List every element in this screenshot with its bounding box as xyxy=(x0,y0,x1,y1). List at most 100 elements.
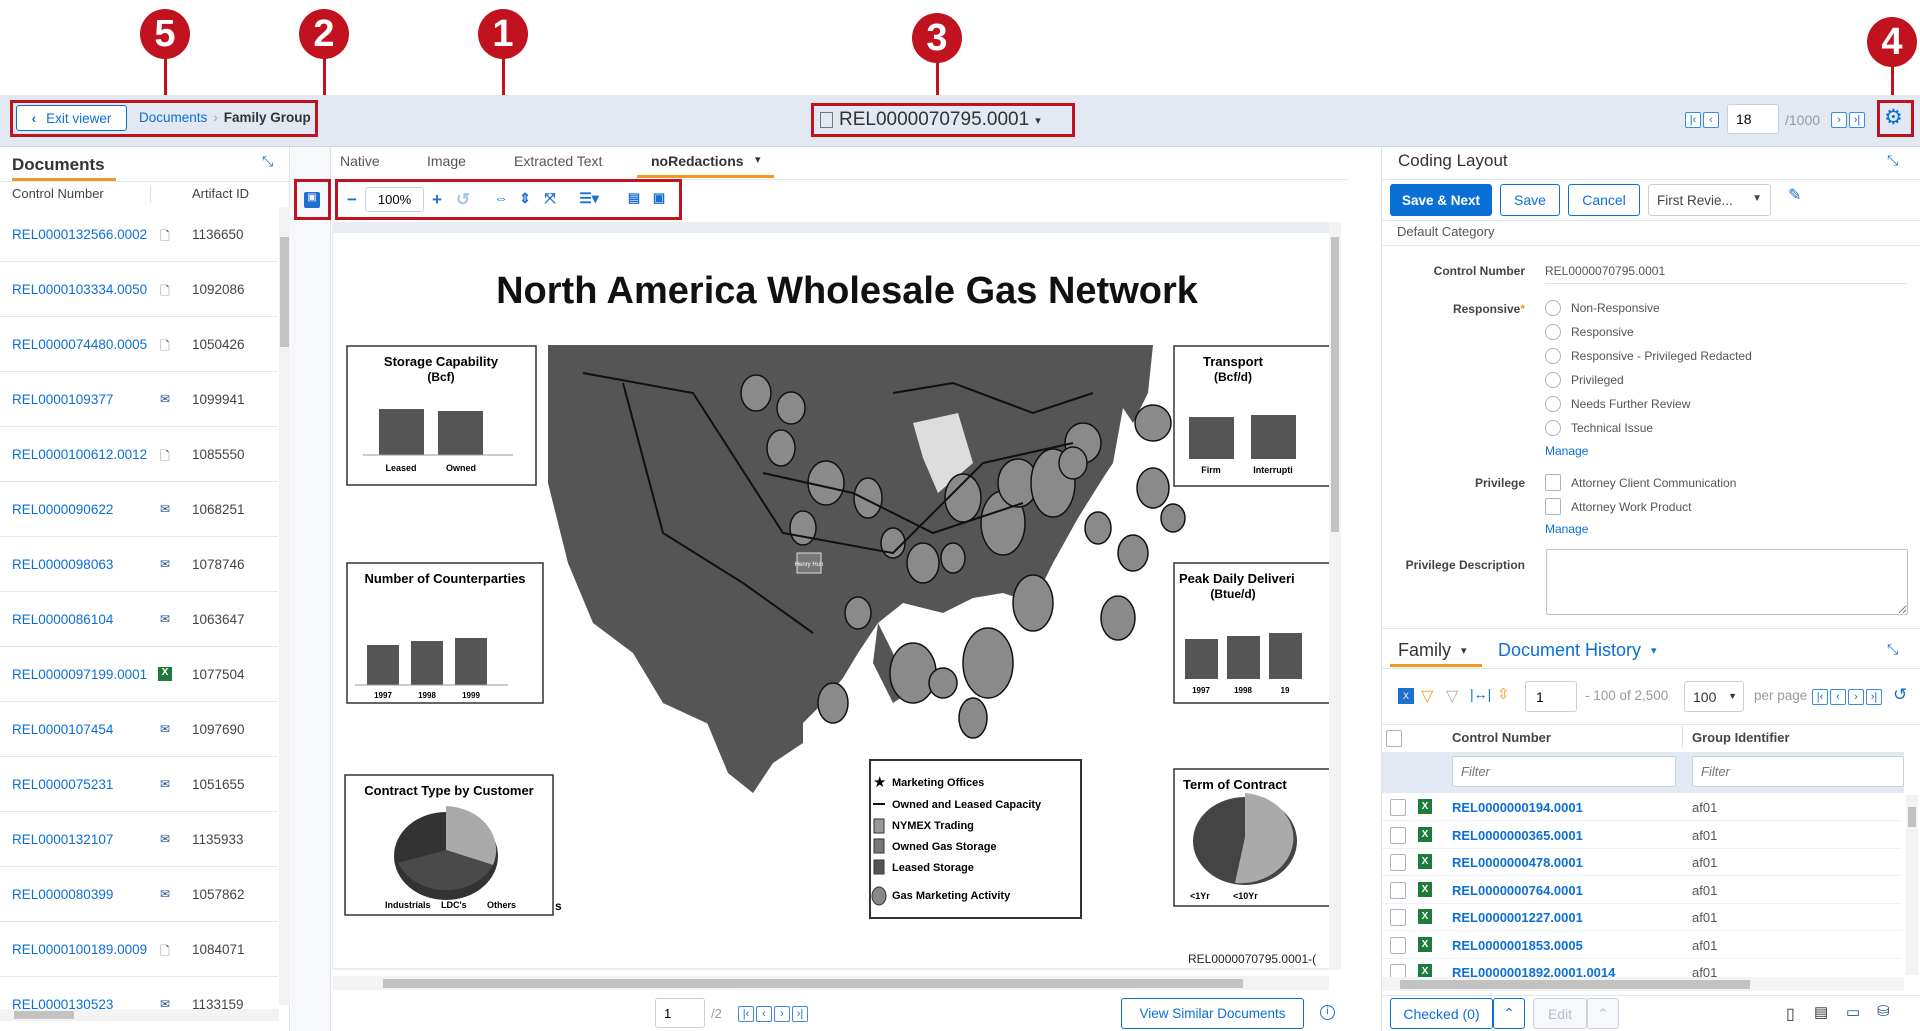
chevron-down-icon[interactable]: ▾ xyxy=(755,154,761,166)
checked-button[interactable]: Checked (0) xyxy=(1390,998,1493,1029)
family-row[interactable]: X REL0000000194.0001 af01 xyxy=(1382,794,1902,821)
family-prev-page[interactable]: ‹ xyxy=(1830,689,1846,705)
export-excel-icon[interactable]: X xyxy=(1398,688,1414,704)
row-checkbox[interactable] xyxy=(1390,826,1406,844)
zoom-input[interactable] xyxy=(365,187,424,212)
collapse-icon[interactable]: ⤡ xyxy=(1887,152,1899,168)
radio-button[interactable] xyxy=(1545,372,1561,388)
edit-menu-toggle[interactable]: ⌃ xyxy=(1587,998,1619,1029)
next-document-button[interactable]: › xyxy=(1831,112,1847,128)
document-vertical-scrollbar[interactable] xyxy=(1329,222,1341,970)
family-control-number[interactable]: REL0000001853.0005 xyxy=(1452,937,1583,953)
attachment-icon[interactable]: ▯ xyxy=(1786,1006,1795,1023)
page-number-input[interactable] xyxy=(655,998,705,1028)
collapse-icon[interactable]: ⤡ xyxy=(1887,641,1899,657)
document-row[interactable]: REL0000130523 ✉ 1133159 xyxy=(0,977,278,1022)
document-control-number[interactable]: REL0000098063 xyxy=(12,556,114,572)
document-control-number[interactable]: REL0000132566.0002 xyxy=(12,226,148,242)
rotate-icon[interactable]: ↺ xyxy=(455,190,471,209)
checkbox[interactable] xyxy=(1545,498,1561,515)
document-row[interactable]: REL0000109377 ✉ 1099941 xyxy=(0,372,278,427)
zoom-out-icon[interactable]: − xyxy=(347,190,357,209)
info-icon[interactable]: i xyxy=(1320,1005,1335,1020)
row-checkbox[interactable] xyxy=(1390,936,1406,954)
fit-height-icon[interactable]: ⇕ xyxy=(519,190,531,206)
document-control-number[interactable]: REL0000075231 xyxy=(12,776,114,792)
document-control-number[interactable]: REL0000090622 xyxy=(12,501,114,517)
edit-button[interactable]: Edit xyxy=(1533,998,1587,1029)
edit-pencil-icon[interactable]: ✎ xyxy=(1788,187,1802,204)
document-control-number[interactable]: REL0000103334.0050 xyxy=(12,281,148,297)
family-control-number[interactable]: REL0000001227.0001 xyxy=(1452,910,1583,925)
family-vertical-scrollbar[interactable] xyxy=(1906,795,1918,975)
document-row[interactable]: REL0000100612.0012 🗋 1085550 xyxy=(0,427,278,482)
document-row[interactable]: REL0000103334.0050 🗋 1092086 xyxy=(0,262,278,317)
tab-document-history[interactable]: Document History ▾ xyxy=(1498,640,1657,660)
column-header-control-number[interactable]: Control Number xyxy=(1452,730,1551,745)
responsive-option[interactable]: Needs Further Review xyxy=(1545,396,1690,412)
column-header-control-number[interactable]: Control Number xyxy=(12,186,104,201)
family-last-page[interactable]: ›| xyxy=(1866,689,1882,705)
responsive-option[interactable]: Responsive - Privileged Redacted xyxy=(1545,348,1752,364)
radio-button[interactable] xyxy=(1545,348,1561,364)
family-control-number[interactable]: REL0000000478.0001 xyxy=(1452,855,1583,870)
row-checkbox[interactable] xyxy=(1390,799,1406,816)
row-checkbox[interactable] xyxy=(1390,854,1406,871)
document-control-number[interactable]: REL0000074480.0005 xyxy=(12,336,148,352)
document-horizontal-scrollbar[interactable] xyxy=(333,976,1329,990)
settings-gear-icon[interactable]: ⚙ xyxy=(1884,106,1903,129)
group-identifier-filter[interactable] xyxy=(1692,756,1904,787)
radio-button[interactable] xyxy=(1545,324,1561,340)
cancel-button[interactable]: Cancel xyxy=(1568,184,1640,216)
family-control-number[interactable]: REL0000000365.0001 xyxy=(1452,827,1583,843)
view-similar-documents-button[interactable]: View Similar Documents xyxy=(1121,998,1304,1029)
layout-select[interactable]: First Revie... ▼ xyxy=(1648,184,1771,216)
previous-document-button[interactable]: ‹ xyxy=(1703,112,1719,128)
radio-button[interactable] xyxy=(1545,420,1561,436)
document-control-number[interactable]: REL0000130523 xyxy=(12,996,114,1012)
copy-document-icon[interactable]: ▤ xyxy=(1814,1004,1829,1021)
document-control-number[interactable]: REL0000100612.0012 xyxy=(12,446,148,462)
checked-menu-toggle[interactable]: ⌃ xyxy=(1493,998,1525,1029)
family-control-number[interactable]: REL0000001892.0001.0014 xyxy=(1452,965,1616,980)
fullscreen-icon[interactable]: ⤧ xyxy=(544,190,556,206)
row-height-icon[interactable]: ⇳ xyxy=(1497,686,1510,703)
last-page-button[interactable]: ›| xyxy=(792,1006,808,1022)
document-row[interactable]: REL0000097199.0001 X 1077504 xyxy=(0,647,278,702)
family-row[interactable]: X REL0000001853.0005 af01 xyxy=(1382,932,1902,959)
filter-icon[interactable]: ▽ xyxy=(1421,688,1434,705)
first-document-button[interactable]: |‹ xyxy=(1685,112,1701,128)
responsive-option[interactable]: Technical Issue xyxy=(1545,420,1653,436)
tab-native[interactable]: Native xyxy=(340,153,380,169)
document-row[interactable]: REL0000098063 ✉ 1078746 xyxy=(0,537,278,592)
privilege-manage-link[interactable]: Manage xyxy=(1545,522,1589,536)
column-header-group-identifier[interactable]: Group Identifier xyxy=(1692,730,1790,745)
family-horizontal-scrollbar[interactable] xyxy=(1382,977,1904,991)
image-export-icon[interactable]: ▤ xyxy=(627,190,641,205)
select-all-checkbox[interactable] xyxy=(1386,730,1402,747)
responsive-option[interactable]: Privileged xyxy=(1545,372,1624,388)
document-control-number[interactable]: REL0000086104 xyxy=(12,611,114,627)
privilege-description-textarea[interactable] xyxy=(1546,549,1908,615)
radio-button[interactable] xyxy=(1545,300,1561,316)
save-button[interactable]: Save xyxy=(1500,184,1560,216)
responsive-manage-link[interactable]: Manage xyxy=(1545,444,1589,458)
next-page-button[interactable]: › xyxy=(774,1006,790,1022)
document-row[interactable]: REL0000090622 ✉ 1068251 xyxy=(0,482,278,537)
clear-filter-icon[interactable]: ▽ xyxy=(1446,688,1459,705)
document-control-number[interactable]: REL0000107454 xyxy=(12,721,114,737)
document-title-dropdown[interactable]: REL0000070795.0001 ▾ xyxy=(820,107,1041,133)
exit-viewer-button[interactable]: ‹ Exit viewer xyxy=(16,105,127,131)
bucket-icon[interactable]: ⛁ xyxy=(1877,1003,1890,1020)
family-row[interactable]: X REL0000000365.0001 af01 xyxy=(1382,822,1902,849)
document-control-number[interactable]: REL0000109377 xyxy=(12,391,114,407)
responsive-option[interactable]: Non-Responsive xyxy=(1545,300,1660,316)
document-row[interactable]: REL0000132107 ✉ 1135933 xyxy=(0,812,278,867)
family-page-input[interactable] xyxy=(1525,681,1577,712)
fit-columns-icon[interactable]: |↔| xyxy=(1470,686,1492,702)
privilege-option[interactable]: Attorney Work Product xyxy=(1545,498,1692,515)
previous-page-button[interactable]: ‹ xyxy=(756,1006,772,1022)
family-row[interactable]: X REL0000000764.0001 af01 xyxy=(1382,877,1902,904)
checkbox[interactable] xyxy=(1545,474,1561,491)
row-checkbox[interactable] xyxy=(1390,881,1406,899)
